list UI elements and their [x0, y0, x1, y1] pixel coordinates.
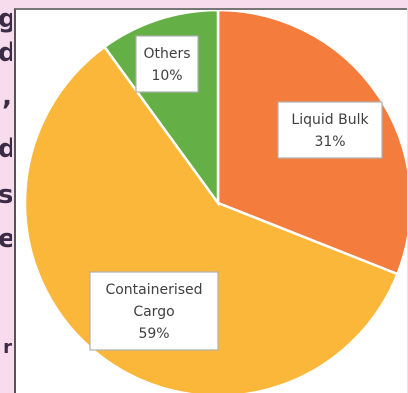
data-label-value: 10% [151, 68, 182, 84]
cropped-glyph: , [2, 82, 12, 112]
data-label-value: 31% [314, 134, 345, 150]
data-label-others: Others 10% [135, 35, 199, 93]
cropped-adjacent-text: g d , d s e r [0, 0, 12, 393]
data-label-containerised-cargo: Containerised Cargo 59% [89, 271, 219, 351]
data-label-box [89, 271, 219, 351]
data-label-value: 59% [138, 326, 169, 342]
data-label-category: Others [143, 46, 190, 62]
data-label-category: Liquid Bulk [291, 112, 369, 128]
cropped-glyph: d [0, 38, 12, 68]
data-label-box [135, 35, 199, 93]
cropped-glyph: g [0, 4, 12, 34]
data-label-box [277, 101, 383, 159]
pie-data-labels: Liquid Bulk 31% Containerised Cargo 59% Other… [89, 35, 383, 351]
cropped-glyph: d [0, 134, 12, 164]
data-label-category: Containerised [105, 282, 202, 298]
data-label-liquid-bulk: Liquid Bulk 31% [277, 101, 383, 159]
cropped-glyph: r [3, 337, 12, 358]
pie-chart: Liquid Bulk 31% Containerised Cargo 59% Other… [23, 10, 407, 393]
data-label-category: Cargo [133, 304, 174, 320]
cropped-glyph: e [0, 224, 12, 254]
cropped-glyph: s [0, 180, 12, 210]
chart-panel: Liquid Bulk 31% Containerised Cargo 59% Other… [14, 8, 407, 393]
